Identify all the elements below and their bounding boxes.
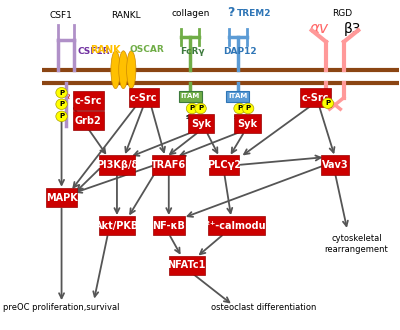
FancyBboxPatch shape [321,155,349,175]
Text: c-Src: c-Src [302,93,329,103]
Text: Grb2: Grb2 [75,115,102,126]
Text: collagen: collagen [171,9,210,18]
Text: OSCAR: OSCAR [129,46,164,54]
FancyBboxPatch shape [73,111,104,130]
Text: c-Src: c-Src [75,96,102,106]
FancyBboxPatch shape [188,115,214,133]
Text: cytoskeletal
rearrangement: cytoskeletal rearrangement [324,234,388,253]
Text: P: P [246,106,251,112]
FancyBboxPatch shape [128,88,159,107]
FancyBboxPatch shape [73,91,104,111]
Text: SH2: SH2 [186,115,198,120]
Circle shape [56,99,67,110]
Text: MAPK: MAPK [46,193,78,203]
Text: ?: ? [227,6,234,19]
Text: c-Src: c-Src [130,93,158,103]
Text: P: P [59,114,64,119]
Text: Ca²⁺-calmodulin: Ca²⁺-calmodulin [193,221,280,231]
Text: RANK: RANK [90,45,121,55]
Text: Akt/PKB: Akt/PKB [95,221,139,231]
FancyBboxPatch shape [99,216,135,235]
Text: PLCγ2: PLCγ2 [207,160,241,170]
FancyBboxPatch shape [99,155,135,175]
Text: SH2: SH2 [242,115,254,120]
Text: P: P [325,100,330,106]
FancyBboxPatch shape [153,216,185,235]
FancyBboxPatch shape [234,115,261,133]
Text: ITAM: ITAM [228,93,247,99]
Ellipse shape [127,51,136,88]
Text: Syk: Syk [237,119,258,129]
Circle shape [234,103,245,114]
Text: P: P [190,106,194,112]
Text: CSF1R: CSF1R [78,47,110,56]
Text: TRAF6: TRAF6 [151,160,186,170]
Circle shape [195,103,206,114]
Ellipse shape [119,51,128,88]
Text: PI3Kβ/δ: PI3Kβ/δ [96,160,138,170]
Text: RGD: RGD [332,9,352,18]
FancyBboxPatch shape [152,155,185,175]
Text: P: P [237,106,242,112]
Text: ITAM: ITAM [180,93,200,99]
Text: P: P [198,106,203,112]
Text: ~: ~ [65,92,74,99]
Ellipse shape [111,51,120,88]
Text: αv: αv [309,21,328,36]
Text: CSF1: CSF1 [49,11,72,20]
Text: RANKL: RANKL [111,11,141,20]
Circle shape [322,98,334,109]
Text: NFATc1: NFATc1 [168,260,206,270]
Text: P: P [59,101,64,107]
FancyBboxPatch shape [226,91,249,102]
FancyBboxPatch shape [300,88,330,107]
Text: SH2: SH2 [194,115,207,120]
Text: Syk: Syk [191,119,211,129]
FancyBboxPatch shape [209,155,239,175]
Text: SH2: SH2 [233,115,246,120]
FancyBboxPatch shape [46,188,77,207]
Text: osteoclast differentiation: osteoclast differentiation [211,304,316,313]
Text: TREM2: TREM2 [237,9,272,18]
FancyBboxPatch shape [208,216,265,235]
Text: β3: β3 [344,22,362,36]
Circle shape [242,103,254,114]
FancyBboxPatch shape [169,256,204,275]
Circle shape [56,111,67,122]
Text: FcRγ: FcRγ [180,47,204,56]
FancyBboxPatch shape [179,91,202,102]
Text: preOC proliferation,survival: preOC proliferation,survival [3,304,120,313]
Text: P: P [59,90,64,96]
Text: NF-κB: NF-κB [152,221,185,231]
Text: Vav3: Vav3 [322,160,348,170]
Text: DAP12: DAP12 [223,47,256,56]
Circle shape [186,103,198,114]
Circle shape [56,87,67,98]
